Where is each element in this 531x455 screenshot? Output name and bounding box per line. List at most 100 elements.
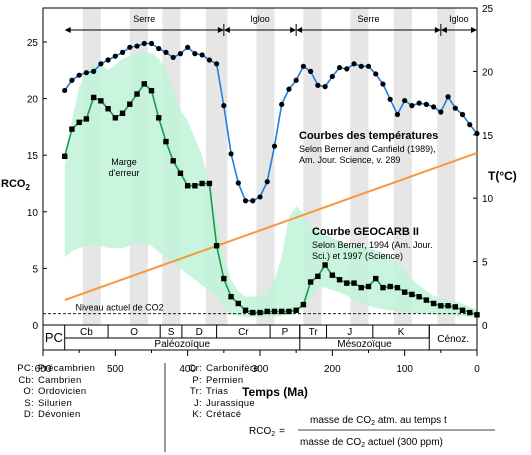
temperature-point xyxy=(279,101,285,107)
rco2-point xyxy=(134,91,140,97)
rco2-point xyxy=(286,308,292,315)
temperature-point xyxy=(293,77,299,83)
left-tick-label: 5 xyxy=(32,264,38,275)
right-tick-label: 15 xyxy=(482,131,494,142)
formula-denominator: masse de CO xyxy=(300,437,361,448)
legend-row: S: Silurien xyxy=(0,398,95,410)
rco2-point xyxy=(127,101,133,107)
temperature-source-line: Selon Berner and Canfield (1989), xyxy=(299,144,436,154)
x-tick-label: 100 xyxy=(396,364,413,375)
temperature-point xyxy=(322,84,328,90)
temperature-point xyxy=(271,143,278,149)
abbreviation-legend-left: PC: Précambrien Cb: Cambrien O: Ordovicien S: S… xyxy=(0,363,95,421)
rco2-point xyxy=(148,87,155,94)
rco2-series-line xyxy=(63,82,478,316)
abbreviation-legend-right: Cr: Carbonifère P: Permien Tr: Trias J: Jurassi… xyxy=(168,363,259,421)
geologic-timescale: Cb O S D Cr P Tr J K PC Paléozoïque Mésozoïque Cénoz… xyxy=(43,324,478,350)
temperature-point xyxy=(156,45,162,52)
legend-row: Cb: Cambrien xyxy=(0,375,95,387)
legend-abbr: D: xyxy=(23,409,34,420)
temperature-point xyxy=(91,68,97,74)
temperature-point xyxy=(83,70,89,76)
formula-lhs: RCO xyxy=(249,426,271,437)
error-margin-band xyxy=(64,51,477,318)
temperature-series-line xyxy=(64,42,478,202)
legend-term: Dévonien xyxy=(38,409,81,420)
temperature-point xyxy=(358,63,364,69)
era-label: Paléozoïque xyxy=(154,339,210,350)
legend-abbr: PC: xyxy=(17,363,34,374)
gray-stripe xyxy=(350,8,369,325)
period-label: O xyxy=(130,327,138,338)
legend-abbr: S: xyxy=(24,397,34,409)
formula-numerator: masse de CO xyxy=(310,415,371,426)
temperature-point xyxy=(387,96,393,102)
temperature-point xyxy=(315,82,321,88)
gray-stripe xyxy=(256,8,275,325)
temperature-point xyxy=(228,151,234,157)
rco2-point xyxy=(228,293,234,300)
rco2-point xyxy=(192,183,198,189)
x-tick-label: 500 xyxy=(107,364,124,375)
formula-lhs-sub: 2 xyxy=(271,431,275,438)
period-label: J xyxy=(347,327,352,338)
current-co2-level-label: Niveau actuel de CO2 xyxy=(76,303,164,313)
temperature-point xyxy=(192,51,198,57)
temperature-point xyxy=(105,57,111,63)
trend-line xyxy=(64,151,478,302)
rco2-point xyxy=(199,180,205,187)
climate-band-label: Serre xyxy=(133,14,155,24)
rco2-point xyxy=(235,300,241,307)
legend-term: Jurassique xyxy=(206,397,255,409)
temperature-point xyxy=(308,68,314,74)
rco2-point xyxy=(105,106,111,112)
arrow-head-right xyxy=(471,27,477,33)
legend-term: Carbonifère xyxy=(206,363,259,374)
temperature-point xyxy=(286,86,292,92)
x-axis-label: Temps (Ma) xyxy=(242,385,308,399)
svg-text:RCO2=: RCO2 = xyxy=(249,426,285,438)
legend-row: D: Dévonien xyxy=(0,409,95,421)
temperature-point xyxy=(380,81,386,87)
rco2-point xyxy=(344,280,350,286)
temperature-point xyxy=(402,97,408,104)
temperature-point xyxy=(163,49,169,55)
temperature-point xyxy=(459,111,466,118)
legend-term: Permien xyxy=(206,374,244,386)
rco2-point xyxy=(98,98,104,104)
temperature-point xyxy=(431,104,437,110)
x-tick-label: 200 xyxy=(324,364,341,375)
formula-numerator-tail: atm. au temps t xyxy=(375,415,447,426)
period-label: P xyxy=(282,327,289,338)
temperature-point xyxy=(329,73,335,80)
rco2-point xyxy=(416,293,422,300)
left-tick-label: 10 xyxy=(27,208,39,219)
formula-denominator-sub: 2 xyxy=(361,442,365,449)
rco2-point xyxy=(401,289,408,295)
legend-abbr: K: xyxy=(192,409,202,420)
arrow-head-left xyxy=(296,27,303,33)
temperature-point xyxy=(98,61,104,67)
rco2-point xyxy=(257,309,263,316)
period-label: K xyxy=(398,327,405,338)
rco2-point xyxy=(394,284,401,291)
right-tick-label: 10 xyxy=(482,194,494,205)
right-tick-label: 20 xyxy=(482,67,494,78)
arrow-head-right xyxy=(434,27,441,33)
rco2-point xyxy=(336,277,343,283)
rco2-point xyxy=(380,284,386,291)
formula-denominator-tail: actuel (300 ppm) xyxy=(365,437,443,448)
left-axis-label-text: RCO xyxy=(1,178,26,190)
temperature-point xyxy=(474,130,480,137)
temperature-point xyxy=(394,111,401,118)
left-axis-label-sub: 2 xyxy=(25,183,30,192)
temperature-point xyxy=(112,53,118,59)
temperature-point xyxy=(177,51,184,57)
rco2-point xyxy=(90,94,97,101)
rco2-point xyxy=(387,283,393,290)
period-label: Cr xyxy=(238,327,249,338)
gray-stripe xyxy=(393,8,412,325)
arrow-head-right xyxy=(217,27,224,33)
x-tick-label: 300 xyxy=(252,364,269,375)
rco2-point xyxy=(452,304,458,310)
